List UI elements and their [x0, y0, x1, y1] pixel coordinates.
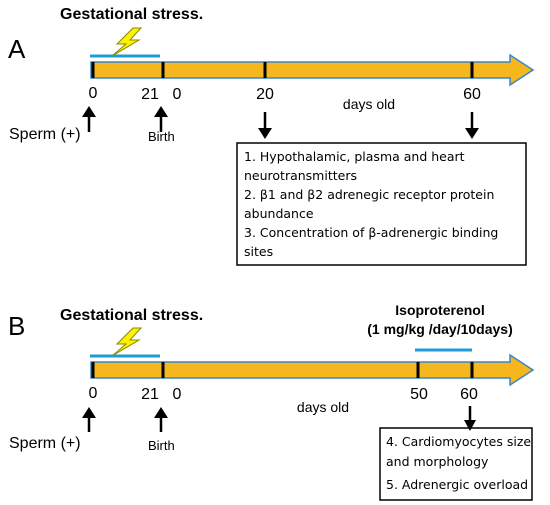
up-arrow-icon: [82, 106, 96, 132]
panel-b-tick-label: 0: [89, 385, 98, 402]
down-arrow-icon: [464, 406, 476, 431]
panel-a-tick-label: 60: [463, 86, 481, 103]
panel-b-treatment-dose: (1 mg/kg /day/10days): [367, 321, 513, 337]
panel-a: A Gestational stress. 0 21 0 20 60 days …: [8, 6, 535, 266]
up-arrow-icon: [82, 407, 96, 432]
panel-a-measurements-box: [236, 142, 527, 266]
panel-a-sperm-label: Sperm (+): [9, 126, 81, 143]
panel-b-tick-label: 60: [460, 386, 478, 403]
lightning-icon: [111, 327, 143, 357]
panel-a-box-line: 1. Hypothalamic, plasma and heart: [244, 149, 465, 164]
panel-a-tick-label: 20: [256, 86, 274, 103]
panel-b-birth-label: Birth: [148, 438, 175, 453]
panel-b-axis-label: days old: [297, 399, 349, 415]
panel-a-stress-label: Gestational stress.: [60, 6, 203, 23]
panel-b-tick-label: 21: [141, 386, 159, 403]
lightning-icon: [111, 27, 143, 57]
panel-a-timeline-arrow: [90, 53, 535, 87]
panel-a-box-line: sites: [244, 244, 273, 259]
panel-b-timeline-arrow: [90, 353, 535, 387]
panel-b: B Gestational stress. Isoproterenol (1 m…: [8, 302, 535, 501]
panel-a-box-line: 2. β1 and β2 adrenegic receptor protein: [244, 187, 494, 202]
panel-b-box-line: 4. Cardiomyocytes size: [386, 434, 531, 449]
panel-a-tick-label: 0: [173, 86, 182, 103]
panel-b-letter: B: [8, 311, 25, 341]
panel-b-box-line: and morphology: [386, 454, 489, 469]
panel-b-box-line: 5. Adrenergic overload: [386, 477, 528, 492]
panel-a-box-line: neurotransmitters: [244, 168, 357, 183]
panel-b-stress-label: Gestational stress.: [60, 307, 203, 324]
up-arrow-icon: [154, 106, 168, 132]
panel-a-birth-label: Birth: [148, 129, 175, 144]
down-arrow-icon: [465, 112, 479, 139]
panel-a-tick-label: 0: [89, 85, 98, 102]
panel-a-letter: A: [8, 34, 26, 64]
panel-a-box-line: abundance: [244, 206, 314, 221]
panel-b-sperm-label: Sperm (+): [9, 435, 81, 452]
panel-a-box-line: 3. Concentration of β-adrenergic binding: [244, 225, 498, 240]
panel-b-tick-label: 50: [410, 386, 428, 403]
up-arrow-icon: [154, 407, 168, 432]
panel-a-axis-label: days old: [343, 96, 395, 112]
panel-a-tick-label: 21: [141, 86, 159, 103]
panel-b-tick-label: 0: [173, 386, 182, 403]
panel-b-treatment-title: Isoproterenol: [395, 302, 484, 318]
panel-b-measurements-box: [379, 427, 533, 501]
down-arrow-icon: [258, 112, 272, 139]
